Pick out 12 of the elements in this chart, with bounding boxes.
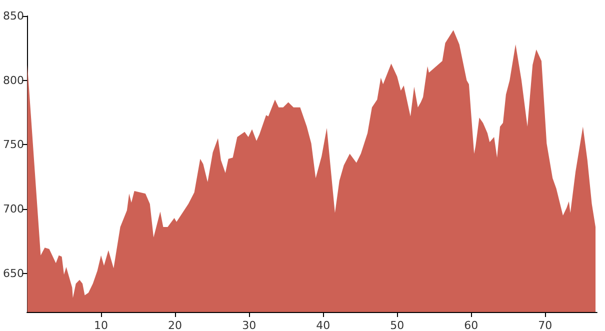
x-tick-label: 20 <box>168 319 182 331</box>
x-tick-label: 60 <box>464 319 478 331</box>
y-tick-label: 650 <box>2 266 24 280</box>
y-tick-label: 800 <box>2 74 24 87</box>
x-tick-label: 10 <box>94 319 108 331</box>
x-tick-label: 30 <box>242 319 256 331</box>
y-tick-label: 750 <box>2 138 24 152</box>
x-tick-label: 70 <box>538 319 552 331</box>
y-tick-label: 700 <box>2 202 24 216</box>
y-tick-label: 850 <box>2 10 24 22</box>
x-tick-label: 40 <box>316 319 330 331</box>
x-tick-label: 50 <box>390 319 404 331</box>
